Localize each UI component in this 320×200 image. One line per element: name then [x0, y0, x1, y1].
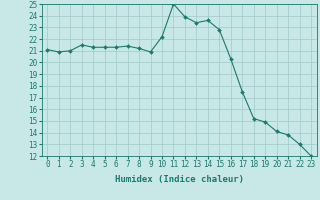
- X-axis label: Humidex (Indice chaleur): Humidex (Indice chaleur): [115, 175, 244, 184]
